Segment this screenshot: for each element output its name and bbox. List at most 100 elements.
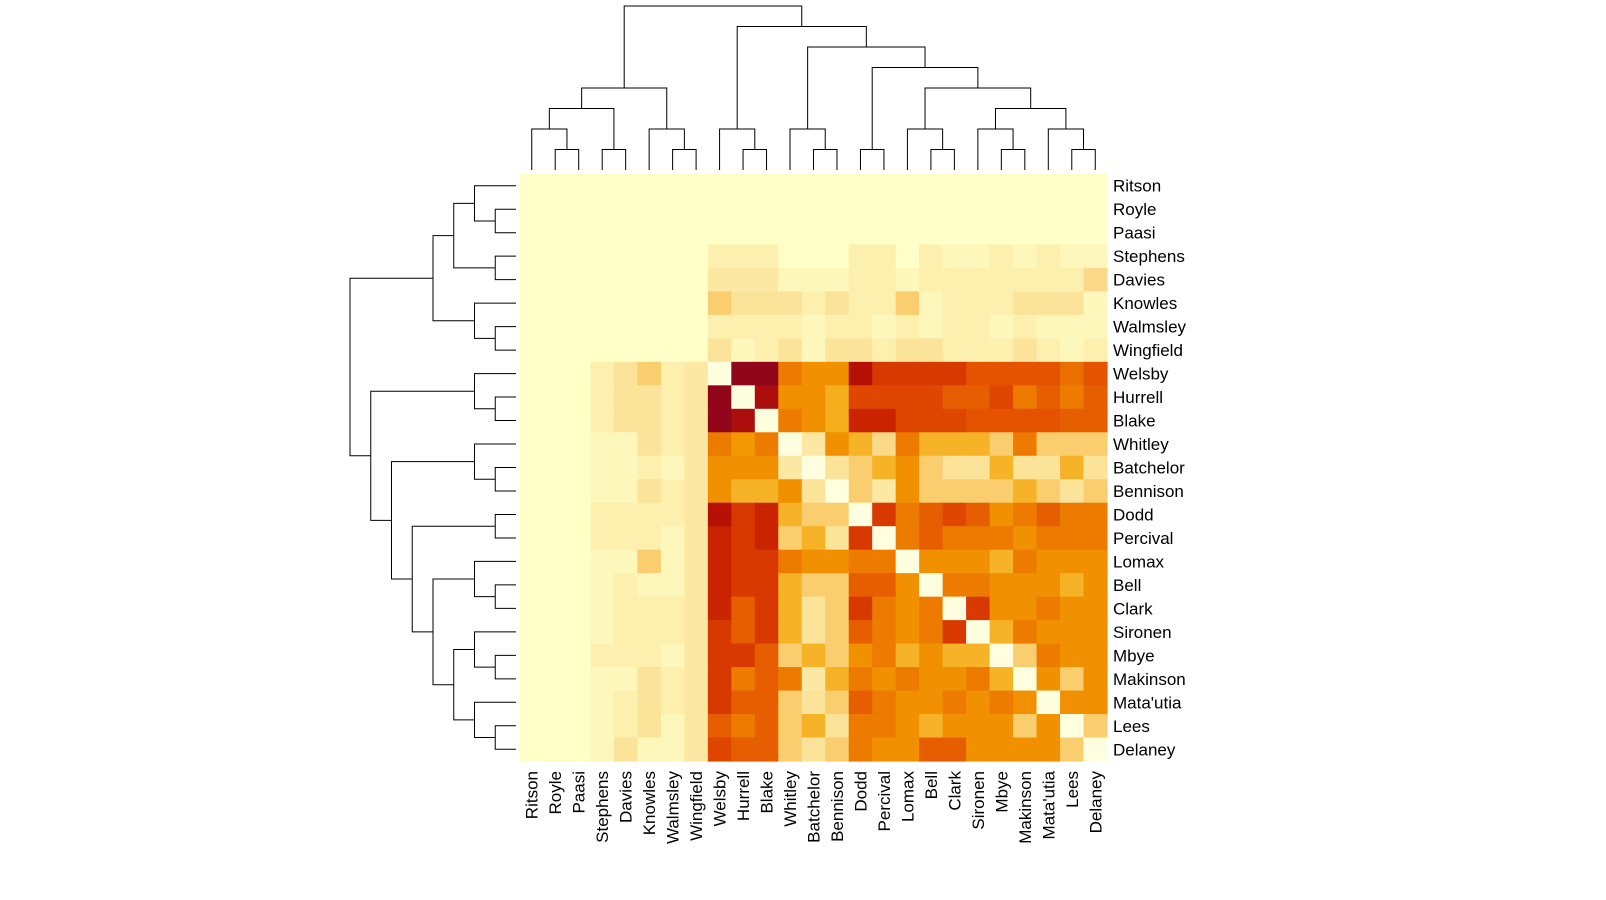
heatmap-cell [848,455,873,480]
heatmap-cell [942,291,967,316]
heatmap-cell [919,220,944,246]
heatmap-cell [707,361,732,386]
heatmap-cells [520,174,1108,762]
heatmap-cell [778,714,803,739]
heatmap-cell [989,690,1014,715]
heatmap-cell [1013,197,1038,222]
heatmap-cell [1013,573,1038,598]
dendrogram-branch [494,513,516,539]
heatmap-cell [942,314,967,339]
dendrogram-branch [807,46,926,129]
heatmap-cell [1036,432,1061,457]
heatmap-cell [660,197,685,222]
heatmap-cell [754,620,779,645]
heatmap-cell [754,244,779,269]
heatmap-cell [848,596,873,621]
heatmap-cell [848,432,873,457]
heatmap-cell [684,714,709,739]
heatmap-cell [520,267,545,292]
heatmap-cell [966,573,991,598]
heatmap-cell [543,314,568,339]
heatmap-cell [566,620,592,645]
heatmap-cell [637,573,662,598]
heatmap-cell [1013,408,1038,433]
heatmap-cell [637,291,662,316]
heatmap-cell [942,667,967,692]
heatmap-cell [731,220,756,246]
heatmap-cell [566,244,592,269]
heatmap-cell [566,361,592,386]
heatmap-cell [989,620,1014,645]
heatmap-cell [613,174,638,199]
heatmap-cell [895,667,920,692]
heatmap-cell [1036,667,1061,692]
heatmap-cell [566,267,592,292]
column-label: Dodd [851,771,870,812]
heatmap-cell [543,174,568,199]
heatmap-cell [1036,596,1061,621]
column-label: Clark [945,771,964,811]
heatmap-cell [989,455,1014,480]
heatmap-cell [942,361,967,386]
heatmap-cell [1013,314,1038,339]
heatmap-cell [825,385,850,410]
heatmap-cell [1083,220,1108,246]
heatmap-cell [543,220,568,246]
heatmap-cell [778,502,803,527]
heatmap-cell [942,714,967,739]
heatmap-cell [942,690,967,715]
heatmap-cell [543,690,568,715]
heatmap-cell [989,667,1014,692]
heatmap-cell [1013,338,1038,363]
heatmap-cell [966,338,991,363]
heatmap-cell [637,690,662,715]
heatmap-cell [989,291,1014,316]
heatmap-cell [801,432,826,457]
heatmap-cell [754,667,779,692]
heatmap-cell [707,197,732,222]
heatmap-cell [1036,526,1061,551]
heatmap-cell [778,667,803,692]
heatmap-cell [637,385,662,410]
heatmap-cell [660,338,685,363]
heatmap-cell [1013,361,1038,386]
heatmap-cell [637,197,662,222]
heatmap-cell [1060,526,1085,551]
heatmap-cell [660,596,685,621]
heatmap-cell [684,432,709,457]
heatmap-cell [895,643,920,668]
heatmap-cell [637,432,662,457]
heatmap-cell [1036,361,1061,386]
heatmap-cell [520,197,545,222]
column-dendrogram [531,5,1096,170]
heatmap-cell [754,596,779,621]
row-label: Mbye [1113,646,1155,665]
heatmap-cell [895,596,920,621]
heatmap-cell [919,573,944,598]
heatmap-cell [590,267,615,292]
heatmap-cell [825,643,850,668]
heatmap-cell [1083,291,1108,316]
heatmap-cell [543,455,568,480]
dendrogram-branch [494,725,516,750]
heatmap-cell [731,197,756,222]
heatmap-cell [590,596,615,621]
heatmap-cell [1083,667,1108,692]
heatmap-cell [637,361,662,386]
heatmap-cell [848,267,873,292]
heatmap-cell [966,197,991,222]
heatmap-cell [1013,549,1038,574]
heatmap-cell [919,338,944,363]
heatmap-cell [590,502,615,527]
heatmap-cell [590,667,615,692]
heatmap-cell [1060,714,1085,739]
heatmap-cell [895,573,920,598]
heatmap-cell [801,479,826,504]
heatmap-cell [1083,573,1108,598]
dendrogram-branch [623,5,803,88]
heatmap-cell [989,385,1014,410]
heatmap-cell [543,502,568,527]
heatmap-cell [778,291,803,316]
heatmap-cell [637,620,662,645]
row-label: Lomax [1113,552,1165,571]
